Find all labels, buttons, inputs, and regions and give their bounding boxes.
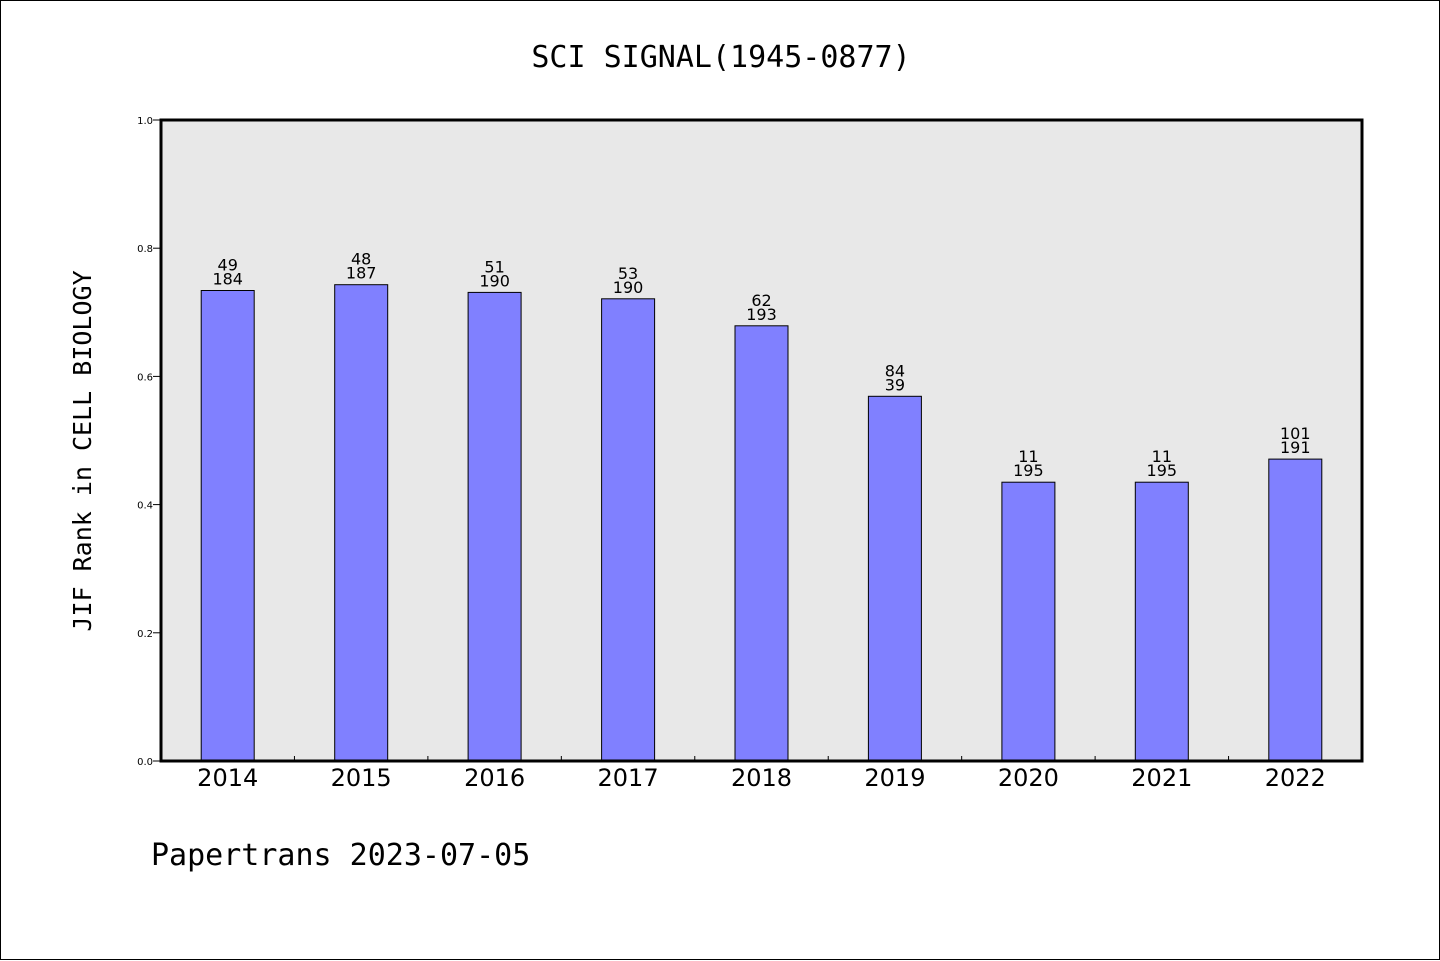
bar-rank-label: 53: [618, 264, 638, 283]
bar-rank-label: 48: [351, 250, 371, 269]
y-tick-label: 0.2: [137, 629, 153, 640]
y-tick-label: 0.0: [137, 757, 153, 768]
bar: [1268, 458, 1323, 762]
bar-total-label: 184: [212, 270, 243, 289]
bar-total-label: 193: [746, 305, 777, 324]
x-tick-label: 2018: [731, 764, 792, 792]
bar: [467, 291, 522, 762]
y-tick-label: 0.8: [137, 244, 153, 255]
bar-rank-label: 49: [218, 256, 238, 275]
x-tick-label: 2021: [1131, 764, 1192, 792]
footer-text: Papertrans 2023-07-05: [151, 838, 530, 873]
bars: [200, 284, 1323, 762]
y-tick-labels: 0.0 0.2 0.4 0.6 0.8 1.0: [137, 116, 153, 768]
bar: [734, 325, 789, 762]
chart-title: SCI SIGNAL(1945-0877): [531, 40, 910, 75]
plot-border: [159, 118, 1364, 763]
bar: [867, 395, 922, 762]
bar-total-label: 191: [1280, 438, 1311, 457]
bar-total-label: 195: [1147, 461, 1178, 480]
y-tick-label: 0.4: [137, 501, 153, 512]
bar: [334, 284, 389, 762]
bar-rank-label: 11: [1152, 447, 1172, 466]
bar: [1001, 481, 1056, 762]
y-tick-label: 1.0: [137, 116, 153, 127]
bar-rank-label: 101: [1280, 424, 1311, 443]
bar-total-label: 195: [1013, 461, 1044, 480]
x-tick-label: 2022: [1265, 764, 1326, 792]
bar: [601, 298, 656, 762]
bar-rank-label: 11: [1018, 447, 1038, 466]
x-tick-labels: 2014 2015 2016 2017 2018 2019 2020 2021 2022: [197, 764, 1326, 792]
bar-total-label: 187: [346, 264, 377, 283]
bar-rank-label: 51: [484, 257, 504, 276]
y-axis-label: JIF Rank in CELL BIOLOGY: [68, 270, 97, 631]
x-tick-label: 2019: [864, 764, 925, 792]
bar-rank-label: 84: [885, 361, 905, 380]
bar-total-label: 190: [613, 278, 644, 297]
x-tick-label: 2017: [598, 764, 659, 792]
bar-rank-label: 62: [751, 291, 771, 310]
y-tick-label: 0.6: [137, 372, 153, 383]
x-tick-label: 2020: [998, 764, 1059, 792]
bar: [1134, 481, 1189, 762]
bar-total-label: 190: [479, 271, 510, 290]
x-tick-label: 2014: [197, 764, 258, 792]
bar: [200, 290, 255, 762]
x-tick-label: 2015: [331, 764, 392, 792]
x-tick-label: 2016: [464, 764, 525, 792]
bar-total-label: 39: [885, 375, 905, 394]
